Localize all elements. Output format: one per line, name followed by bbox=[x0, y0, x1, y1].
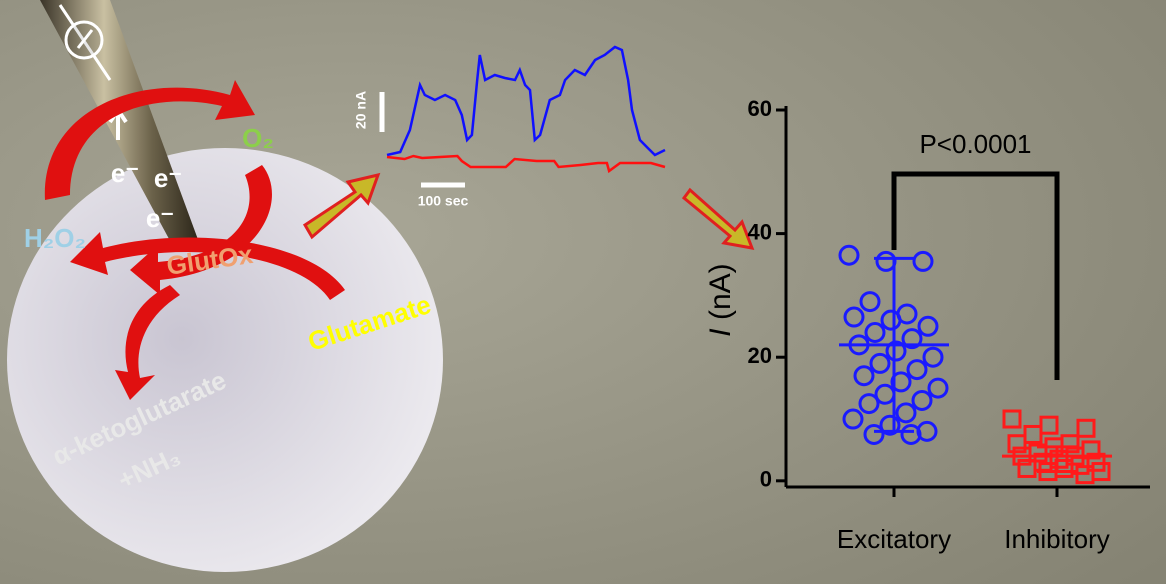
point bbox=[879, 414, 901, 436]
scale-label-y: 20 nA bbox=[353, 91, 369, 129]
trace bbox=[386, 45, 666, 157]
point bbox=[912, 250, 934, 272]
point bbox=[1017, 458, 1037, 478]
point bbox=[853, 365, 875, 387]
label-o2: O₂ bbox=[242, 123, 274, 153]
point bbox=[927, 377, 949, 399]
reaction-arrows bbox=[44, 80, 345, 400]
tissue-disc bbox=[7, 148, 443, 572]
point bbox=[906, 359, 928, 381]
point bbox=[864, 321, 886, 343]
flow-arrows bbox=[302, 172, 755, 250]
point bbox=[900, 423, 922, 445]
y-tick-label: 20 bbox=[748, 343, 772, 368]
y-tick-label: 60 bbox=[748, 96, 772, 121]
meter-icon bbox=[58, 4, 112, 81]
point bbox=[859, 291, 881, 313]
y-label-unit: (nA) bbox=[704, 263, 737, 328]
point bbox=[917, 315, 939, 337]
point bbox=[1075, 465, 1095, 485]
label-electron: e⁻ bbox=[154, 163, 182, 193]
point bbox=[842, 408, 864, 430]
x-tick-label: Excitatory bbox=[837, 524, 951, 554]
y-tick-label: 40 bbox=[748, 219, 772, 244]
label-h2o2: H₂O₂ bbox=[24, 223, 86, 253]
scale-label-x: 100 sec bbox=[418, 193, 469, 209]
y-tick-label: 0 bbox=[760, 467, 772, 492]
point bbox=[895, 402, 917, 424]
label-electron: e⁻ bbox=[111, 158, 139, 188]
x-tick-label: Inhibitory bbox=[1004, 524, 1110, 554]
significance-bracket bbox=[891, 171, 1060, 380]
point bbox=[1002, 409, 1022, 429]
point bbox=[890, 371, 912, 393]
trace bbox=[386, 154, 666, 174]
point bbox=[863, 423, 885, 445]
point bbox=[858, 393, 880, 415]
point bbox=[838, 244, 860, 266]
point bbox=[911, 389, 933, 411]
point bbox=[869, 352, 891, 374]
point bbox=[922, 346, 944, 368]
point bbox=[1076, 418, 1096, 438]
label-electron: e⁻ bbox=[146, 203, 174, 233]
y-label-symbol: I bbox=[704, 328, 737, 336]
significance-label: P<0.0001 bbox=[919, 129, 1031, 159]
point bbox=[901, 328, 923, 350]
point bbox=[843, 306, 865, 328]
point bbox=[1007, 434, 1027, 454]
point bbox=[880, 309, 902, 331]
point bbox=[885, 340, 907, 362]
y-axis-label: I (nA) bbox=[704, 263, 737, 336]
